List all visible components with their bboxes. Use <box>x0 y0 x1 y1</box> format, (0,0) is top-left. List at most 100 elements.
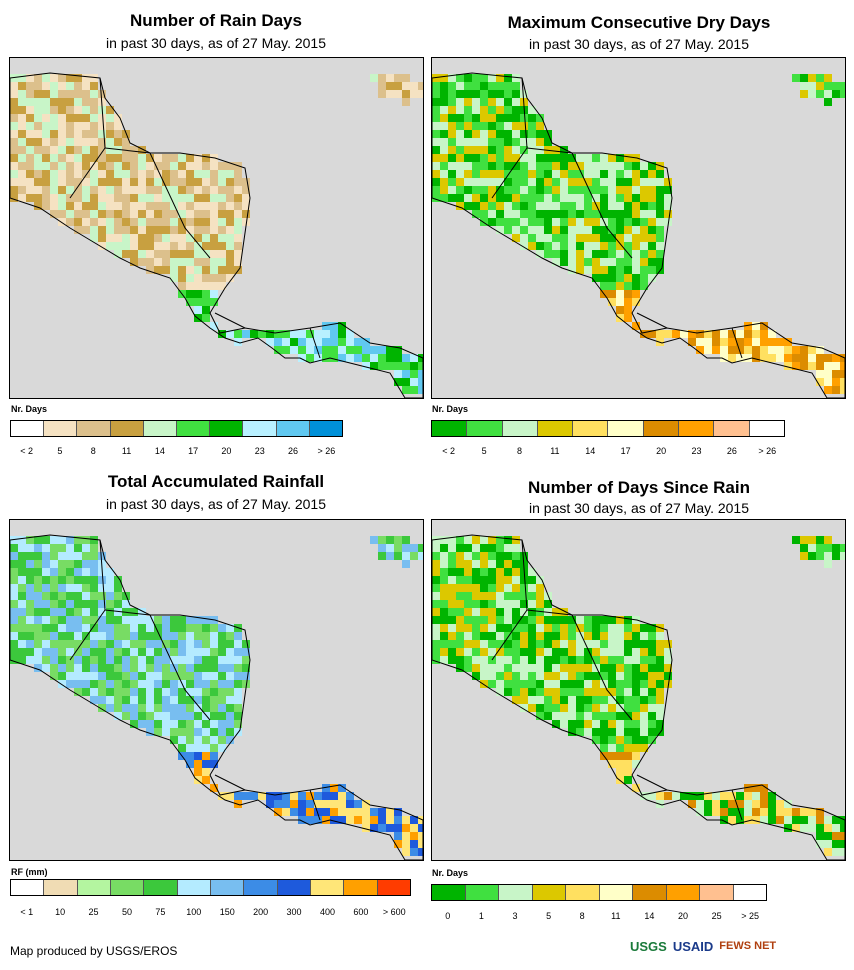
grid-cell <box>410 824 418 832</box>
grid-cell <box>210 632 218 640</box>
grid-cell <box>832 90 840 98</box>
grid-cell <box>528 114 536 122</box>
grid-cell <box>234 720 242 728</box>
grid-cell <box>170 266 178 274</box>
grid-cell <box>544 696 552 704</box>
grid-cell <box>178 664 186 672</box>
grid-cell <box>26 82 34 90</box>
grid-cell <box>552 720 560 728</box>
grid-cell <box>480 186 488 194</box>
grid-cell <box>544 138 552 146</box>
grid-cell <box>632 784 640 792</box>
grid-cell <box>824 560 832 568</box>
grid-cell <box>50 122 58 130</box>
grid-cell <box>616 752 624 760</box>
grid-cell <box>114 624 122 632</box>
grid-cell <box>536 640 544 648</box>
grid-cell <box>552 226 560 234</box>
grid-cell <box>82 202 90 210</box>
grid-cell <box>106 178 114 186</box>
grid-cell <box>74 568 82 576</box>
grid-cell <box>18 560 26 568</box>
grid-cell <box>816 832 824 840</box>
grid-cell <box>488 146 496 154</box>
grid-cell <box>456 632 464 640</box>
grid-cell <box>464 170 472 178</box>
grid-cell <box>440 600 448 608</box>
grid-cell <box>194 258 202 266</box>
grid-cell <box>186 266 194 274</box>
grid-cell <box>704 338 712 346</box>
legend-tick: 150 <box>219 907 235 917</box>
grid-cell <box>584 664 592 672</box>
grid-cell <box>640 648 648 656</box>
grid-cell <box>162 154 170 162</box>
grid-cell <box>496 122 504 130</box>
grid-cell <box>840 362 845 370</box>
grid-cell <box>480 194 488 202</box>
grid-cell <box>410 544 418 552</box>
grid-cell <box>210 640 218 648</box>
legend-tick: 8 <box>579 911 585 921</box>
grid-cell <box>202 242 210 250</box>
grid-cell <box>290 808 298 816</box>
grid-cell <box>800 74 808 82</box>
grid-cell <box>520 194 528 202</box>
grid-cell <box>648 258 656 266</box>
grid-cell <box>410 90 418 98</box>
grid-cell <box>162 162 170 170</box>
grid-cell <box>616 186 624 194</box>
legend-swatch <box>143 421 178 436</box>
grid-cell <box>552 608 560 616</box>
usaid-logo: USAID <box>672 938 714 954</box>
grid-cell <box>386 74 394 82</box>
grid-cell <box>528 664 536 672</box>
grid-cell <box>464 584 472 592</box>
grid-cell <box>600 712 608 720</box>
grid-cell <box>832 816 840 824</box>
grid-cell <box>488 210 496 218</box>
grid-cell <box>106 656 114 664</box>
grid-cell <box>98 584 106 592</box>
grid-cell <box>90 146 98 154</box>
grid-cell <box>194 768 202 776</box>
grid-cell <box>792 74 800 82</box>
grid-cell <box>66 170 74 178</box>
grid-cell <box>456 154 464 162</box>
grid-cell <box>218 162 226 170</box>
grid-cell <box>154 712 162 720</box>
grid-cell <box>106 704 114 712</box>
grid-cell <box>10 560 18 568</box>
grid-cell <box>816 816 824 824</box>
grid-cell <box>82 680 90 688</box>
grid-cell <box>608 720 616 728</box>
grid-cell <box>448 114 456 122</box>
grid-cell <box>448 106 456 114</box>
grid-cell <box>656 258 664 266</box>
grid-cell <box>202 632 210 640</box>
grid-cell <box>34 90 42 98</box>
grid-cell <box>640 736 648 744</box>
grid-cell <box>362 346 370 354</box>
grid-cell <box>90 656 98 664</box>
grid-cell <box>74 138 82 146</box>
grid-cell <box>10 130 18 138</box>
grid-cell <box>138 688 146 696</box>
grid-cell <box>178 266 186 274</box>
grid-cell <box>520 146 528 154</box>
grid-cell <box>226 250 234 258</box>
grid-cell <box>760 800 768 808</box>
grid-cell <box>512 632 520 640</box>
grid-cell <box>234 792 242 800</box>
grid-cell <box>616 178 624 186</box>
grid-cell <box>146 242 154 250</box>
grid-cell <box>170 274 178 282</box>
grid-cell <box>608 282 616 290</box>
country-border <box>571 614 633 721</box>
grid-cell <box>792 346 800 354</box>
grid-cell <box>472 186 480 194</box>
grid-cell <box>552 162 560 170</box>
grid-cell <box>488 568 496 576</box>
grid-cell <box>464 608 472 616</box>
grid-cell <box>202 680 210 688</box>
